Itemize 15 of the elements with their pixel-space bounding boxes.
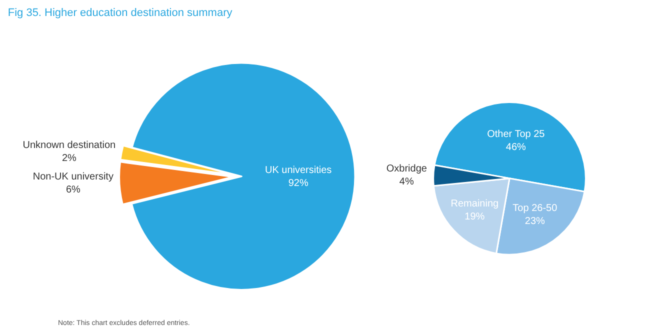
slice-label: Other Top 25 [487, 128, 546, 140]
slice-label: Unknown destination [22, 140, 116, 152]
data-label: 6% [66, 184, 81, 196]
data-label: 2% [62, 153, 77, 164]
chart-title: Fig 35. Higher education destination summary [8, 7, 233, 20]
data-label: 23% [524, 216, 546, 227]
data-label: 19% [464, 212, 485, 223]
data-label: 92% [288, 178, 308, 189]
slice-label: Oxbridge [386, 163, 428, 174]
slice-label: UK universities [264, 164, 332, 176]
data-label: 4% [399, 176, 414, 188]
slice-label: Remaining [450, 198, 499, 210]
slice-label: Non-UK university [32, 171, 114, 182]
data-label: 46% [506, 142, 526, 153]
slice-label: Top 26-50 [512, 202, 558, 214]
